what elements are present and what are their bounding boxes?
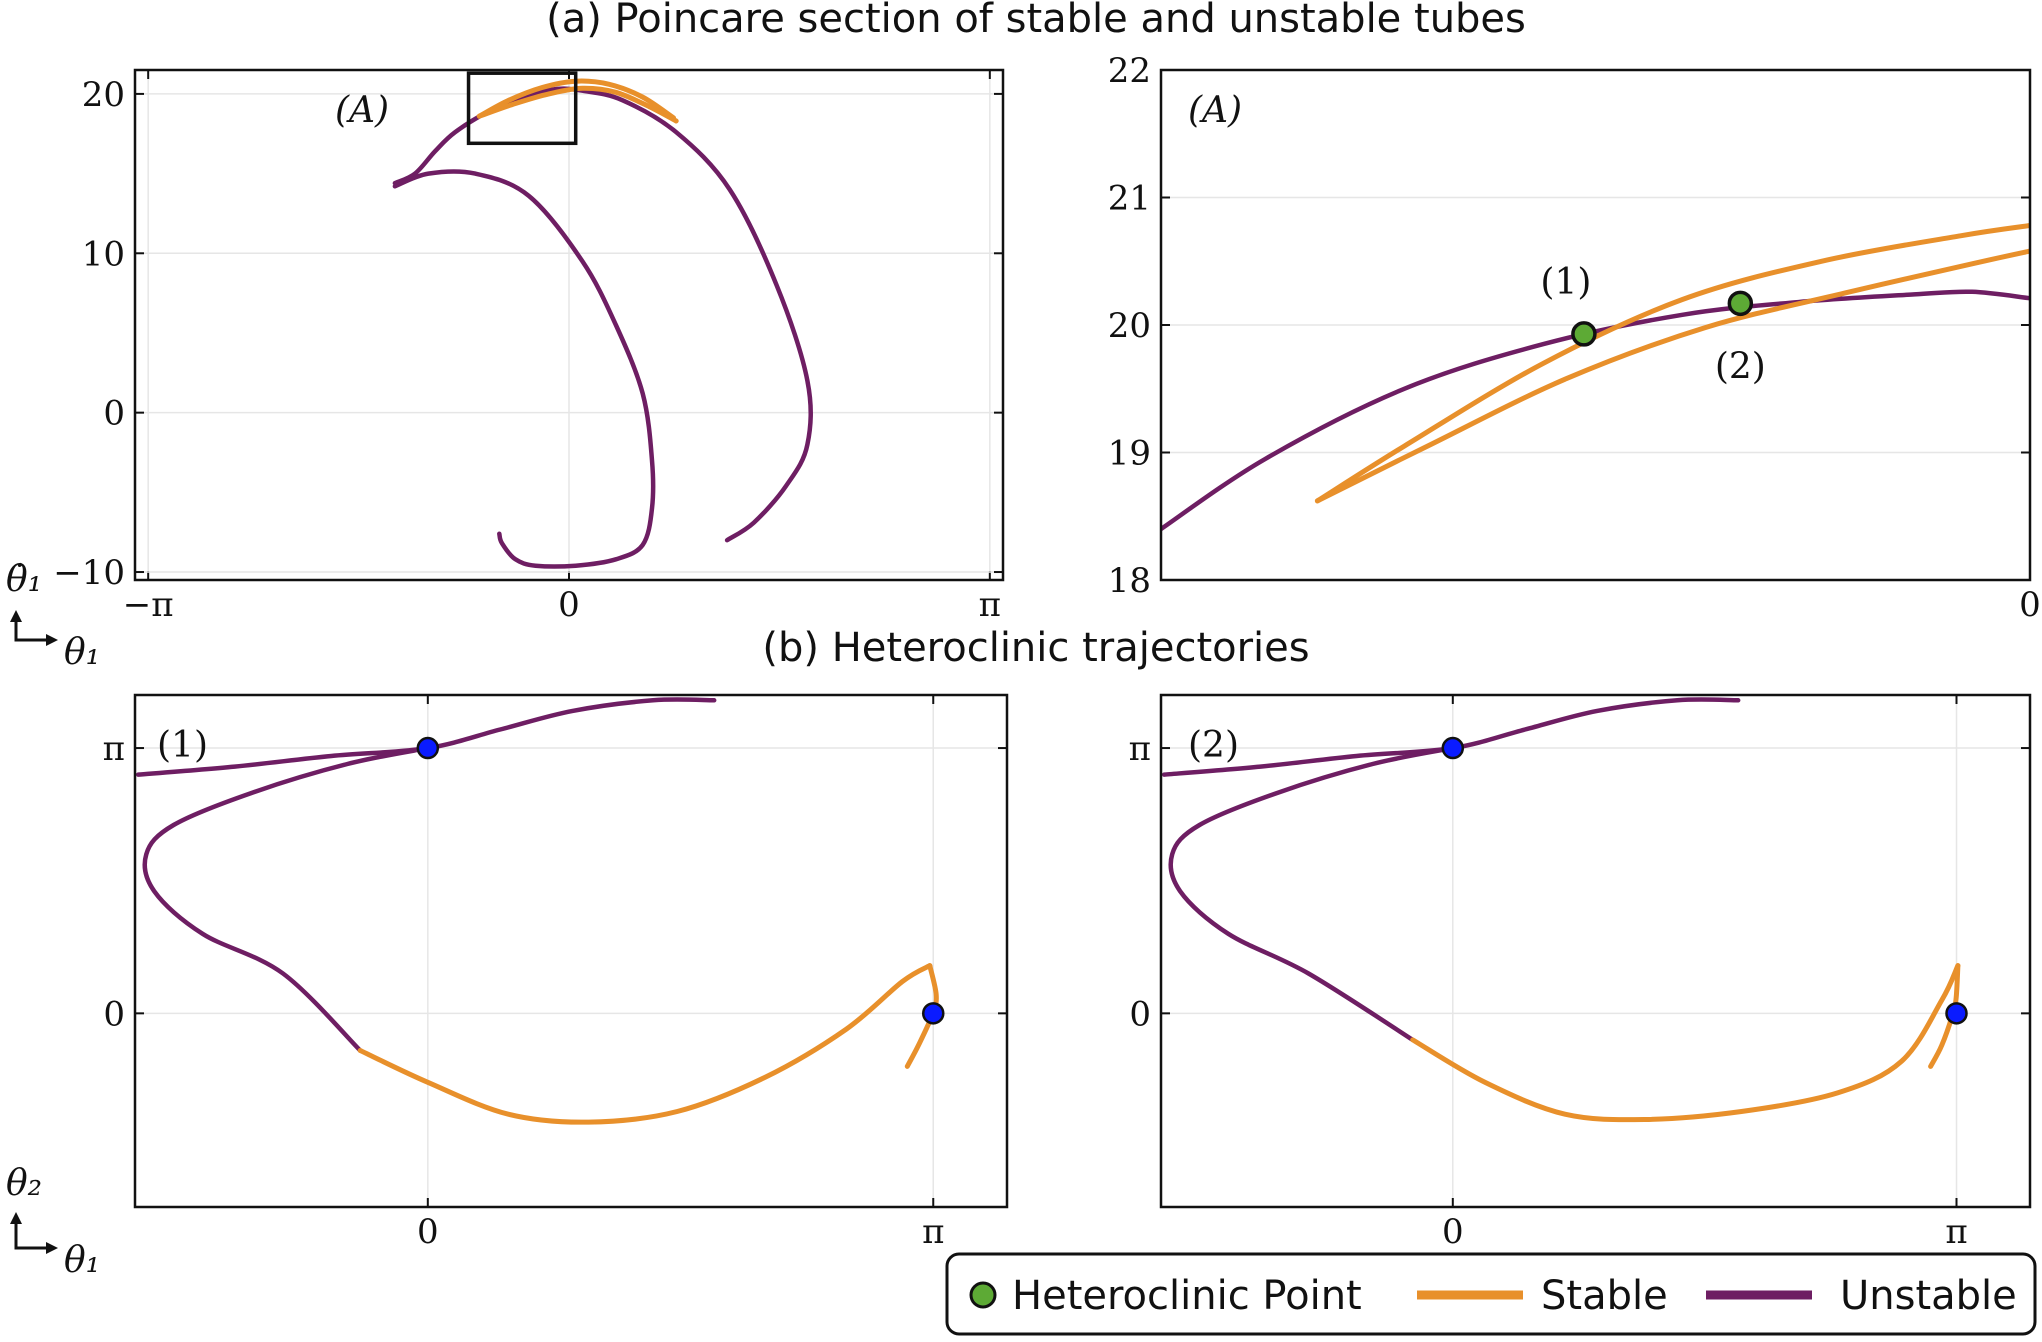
poincare_zoom-panel-label: (A) — [1188, 90, 1242, 131]
poincare_full-ytick-label-2: 10 — [82, 234, 125, 274]
bottom-axis-indicator: θ₂ θ₁ — [6, 1163, 100, 1281]
bottom-x-axis-label: θ₁ — [64, 1240, 100, 1281]
poincare_full-frame — [133, 68, 1005, 582]
trajectory_1-unstable-curve-1 — [142, 745, 431, 1053]
poincare_zoom-ytick-label-4: 22 — [1108, 51, 1151, 91]
trajectory_1-stable-curve-2 — [357, 963, 933, 1125]
poincare_full-panel-label: (A) — [335, 90, 389, 131]
bottom-y-axis-label: θ₂ — [6, 1163, 42, 1204]
bottom-axis-arrow-lines — [14, 1222, 48, 1250]
trajectory_2-panel-label: (2) — [1188, 725, 1239, 766]
trajectory_2-equilibrium-point-0 — [1441, 736, 1465, 760]
panel-trajectory-1: 0 π 0 π (1) — [103, 693, 1009, 1252]
trajectory_1-panel-label: (1) — [157, 725, 208, 766]
poincare_full-xtick-label-2: π — [979, 585, 1001, 625]
trajectory_1-xtick-label-1: π — [922, 1212, 944, 1252]
poincare_full-unstable-curve-1 — [392, 169, 656, 569]
poincare_zoom-unstable-curve-0 — [1161, 289, 2030, 532]
poincare_full-unstable-curve-0 — [392, 86, 813, 543]
title-poincare: (a) Poincare section of stable and unsta… — [546, 0, 1526, 42]
bottom-axis-arrow-right — [46, 1242, 58, 1254]
legend-label-stable: Stable — [1541, 1273, 1668, 1319]
trajectory_1-ytick-label-0: 0 — [103, 994, 125, 1034]
poincare_zoom-stable-curve-1 — [1314, 223, 2030, 504]
poincare_zoom-heteroclinic-label-1: (2) — [1715, 346, 1766, 387]
top-x-axis-label: θ₁ — [64, 632, 100, 673]
top-axis-arrow-right — [46, 634, 58, 646]
top-axis-arrow-lines — [14, 618, 48, 642]
poincare_zoom-frame — [1159, 68, 2032, 582]
panel-poincare-zoom: 0 18 19 20 21 22 (1) (2) (A) — [1108, 51, 2041, 625]
trajectory_1-equilibrium-point-1 — [922, 1002, 945, 1025]
poincare_full-zoom-box — [466, 71, 578, 146]
poincare_full-ytick-label-3: 20 — [82, 75, 125, 115]
panel-trajectory-2: 0 π 0 π (2) — [1129, 693, 2032, 1252]
poincare_zoom-ytick-label-2: 20 — [1108, 306, 1151, 346]
trajectory_2-equilibrium-point-1 — [1945, 1002, 1968, 1025]
poincare_zoom-ytick-label-3: 21 — [1108, 179, 1151, 219]
trajectory_1-frame — [133, 693, 1009, 1209]
trajectory_1-xtick-label-0: 0 — [417, 1212, 439, 1252]
trajectory_1-unstable-curve-0 — [135, 697, 717, 777]
poincare_zoom-series-group — [1161, 223, 2030, 532]
poincare_zoom-heteroclinic-point-0 — [1571, 321, 1597, 347]
title-heteroclinic: (b) Heteroclinic trajectories — [762, 625, 1309, 671]
legend: Heteroclinic Point Stable Unstable — [945, 1252, 2037, 1336]
trajectory_2-ytick-label-0: 0 — [1129, 994, 1151, 1034]
poincare_zoom-xtick-label-0: 0 — [2019, 585, 2041, 625]
legend-label-unstable: Unstable — [1840, 1273, 2017, 1319]
trajectory_2-frame — [1159, 693, 2032, 1209]
trajectory_1-series-group — [135, 697, 939, 1125]
poincare_full-ytick-label-1: 0 — [103, 394, 125, 434]
poincare_zoom-ytick-label-1: 19 — [1108, 434, 1151, 474]
poincare_zoom-heteroclinic-point-1 — [1727, 290, 1754, 317]
top-y-axis-label: θ̇₁ — [6, 559, 42, 600]
trajectory_2-xtick-label-0: 0 — [1442, 1212, 1464, 1252]
poincare_full-ytick-label-0: −10 — [53, 553, 125, 593]
panel-poincare-full: −π 0 π −10 0 10 20 (A) — [53, 68, 1005, 625]
trajectory_1-ytick-label-1: π — [103, 729, 125, 769]
poincare_zoom-stable-curve-2 — [1314, 248, 2030, 504]
trajectory_2-ytick-label-1: π — [1129, 729, 1151, 769]
top-axis-indicator: θ̇₁ θ₁ — [6, 559, 100, 673]
trajectory_2-stable-curve-2 — [1410, 963, 1961, 1123]
bottom-axis-arrow-up — [10, 1212, 22, 1224]
poincare_full-stable-curve-3 — [476, 85, 679, 124]
trajectory_2-xtick-label-1: π — [1945, 1212, 1967, 1252]
trajectory_2-unstable-curve-0 — [1161, 697, 1741, 777]
poincare_full-xtick-label-0: −π — [123, 585, 174, 625]
trajectory_2-series-group — [1161, 697, 1961, 1123]
trajectory_1-equilibrium-point-0 — [416, 736, 440, 760]
poincare_full-series-group — [392, 78, 813, 569]
poincare_full-xtick-label-1: 0 — [558, 585, 580, 625]
poincare_zoom-heteroclinic-label-0: (1) — [1540, 262, 1591, 303]
poincare_zoom-ytick-label-0: 18 — [1108, 561, 1151, 601]
top-axis-arrow-up — [10, 610, 22, 622]
legend-label-heteroclinic: Heteroclinic Point — [1012, 1273, 1362, 1319]
trajectory_2-unstable-curve-1 — [1168, 745, 1456, 1043]
legend-heteroclinic-marker — [969, 1281, 997, 1309]
